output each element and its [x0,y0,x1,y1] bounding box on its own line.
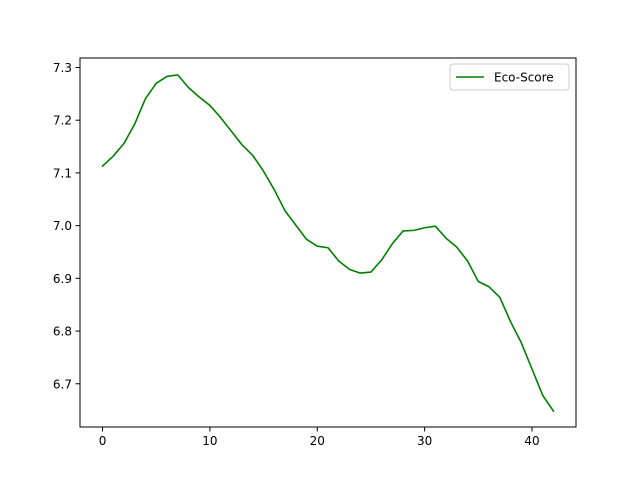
legend: Eco-Score [449,63,570,91]
x-tick-label: 10 [202,434,217,448]
y-tick-label: 7.1 [53,166,72,180]
x-tick-label: 30 [417,434,432,448]
y-tick-label: 6.8 [53,325,72,339]
y-tick-label: 7.3 [53,61,72,75]
x-tick-label: 0 [99,434,107,448]
y-tick-label: 7.2 [53,114,72,128]
y-tick-label: 6.7 [53,377,72,391]
legend-box [449,63,570,91]
plot-frame [79,57,577,428]
x-tick-label: 20 [310,434,325,448]
series-layer [101,74,555,413]
x-axis: 0 10 20 30 40 [99,427,540,448]
x-tick-label: 40 [524,434,539,448]
series-line-0 [101,74,555,413]
y-tick-label: 6.9 [53,272,72,286]
legend-label: Eco-Score [494,71,554,85]
y-tick-label: 7.0 [53,219,72,233]
y-axis: 6.7 6.8 6.9 7.0 7.1 7.2 7.3 [53,61,80,391]
